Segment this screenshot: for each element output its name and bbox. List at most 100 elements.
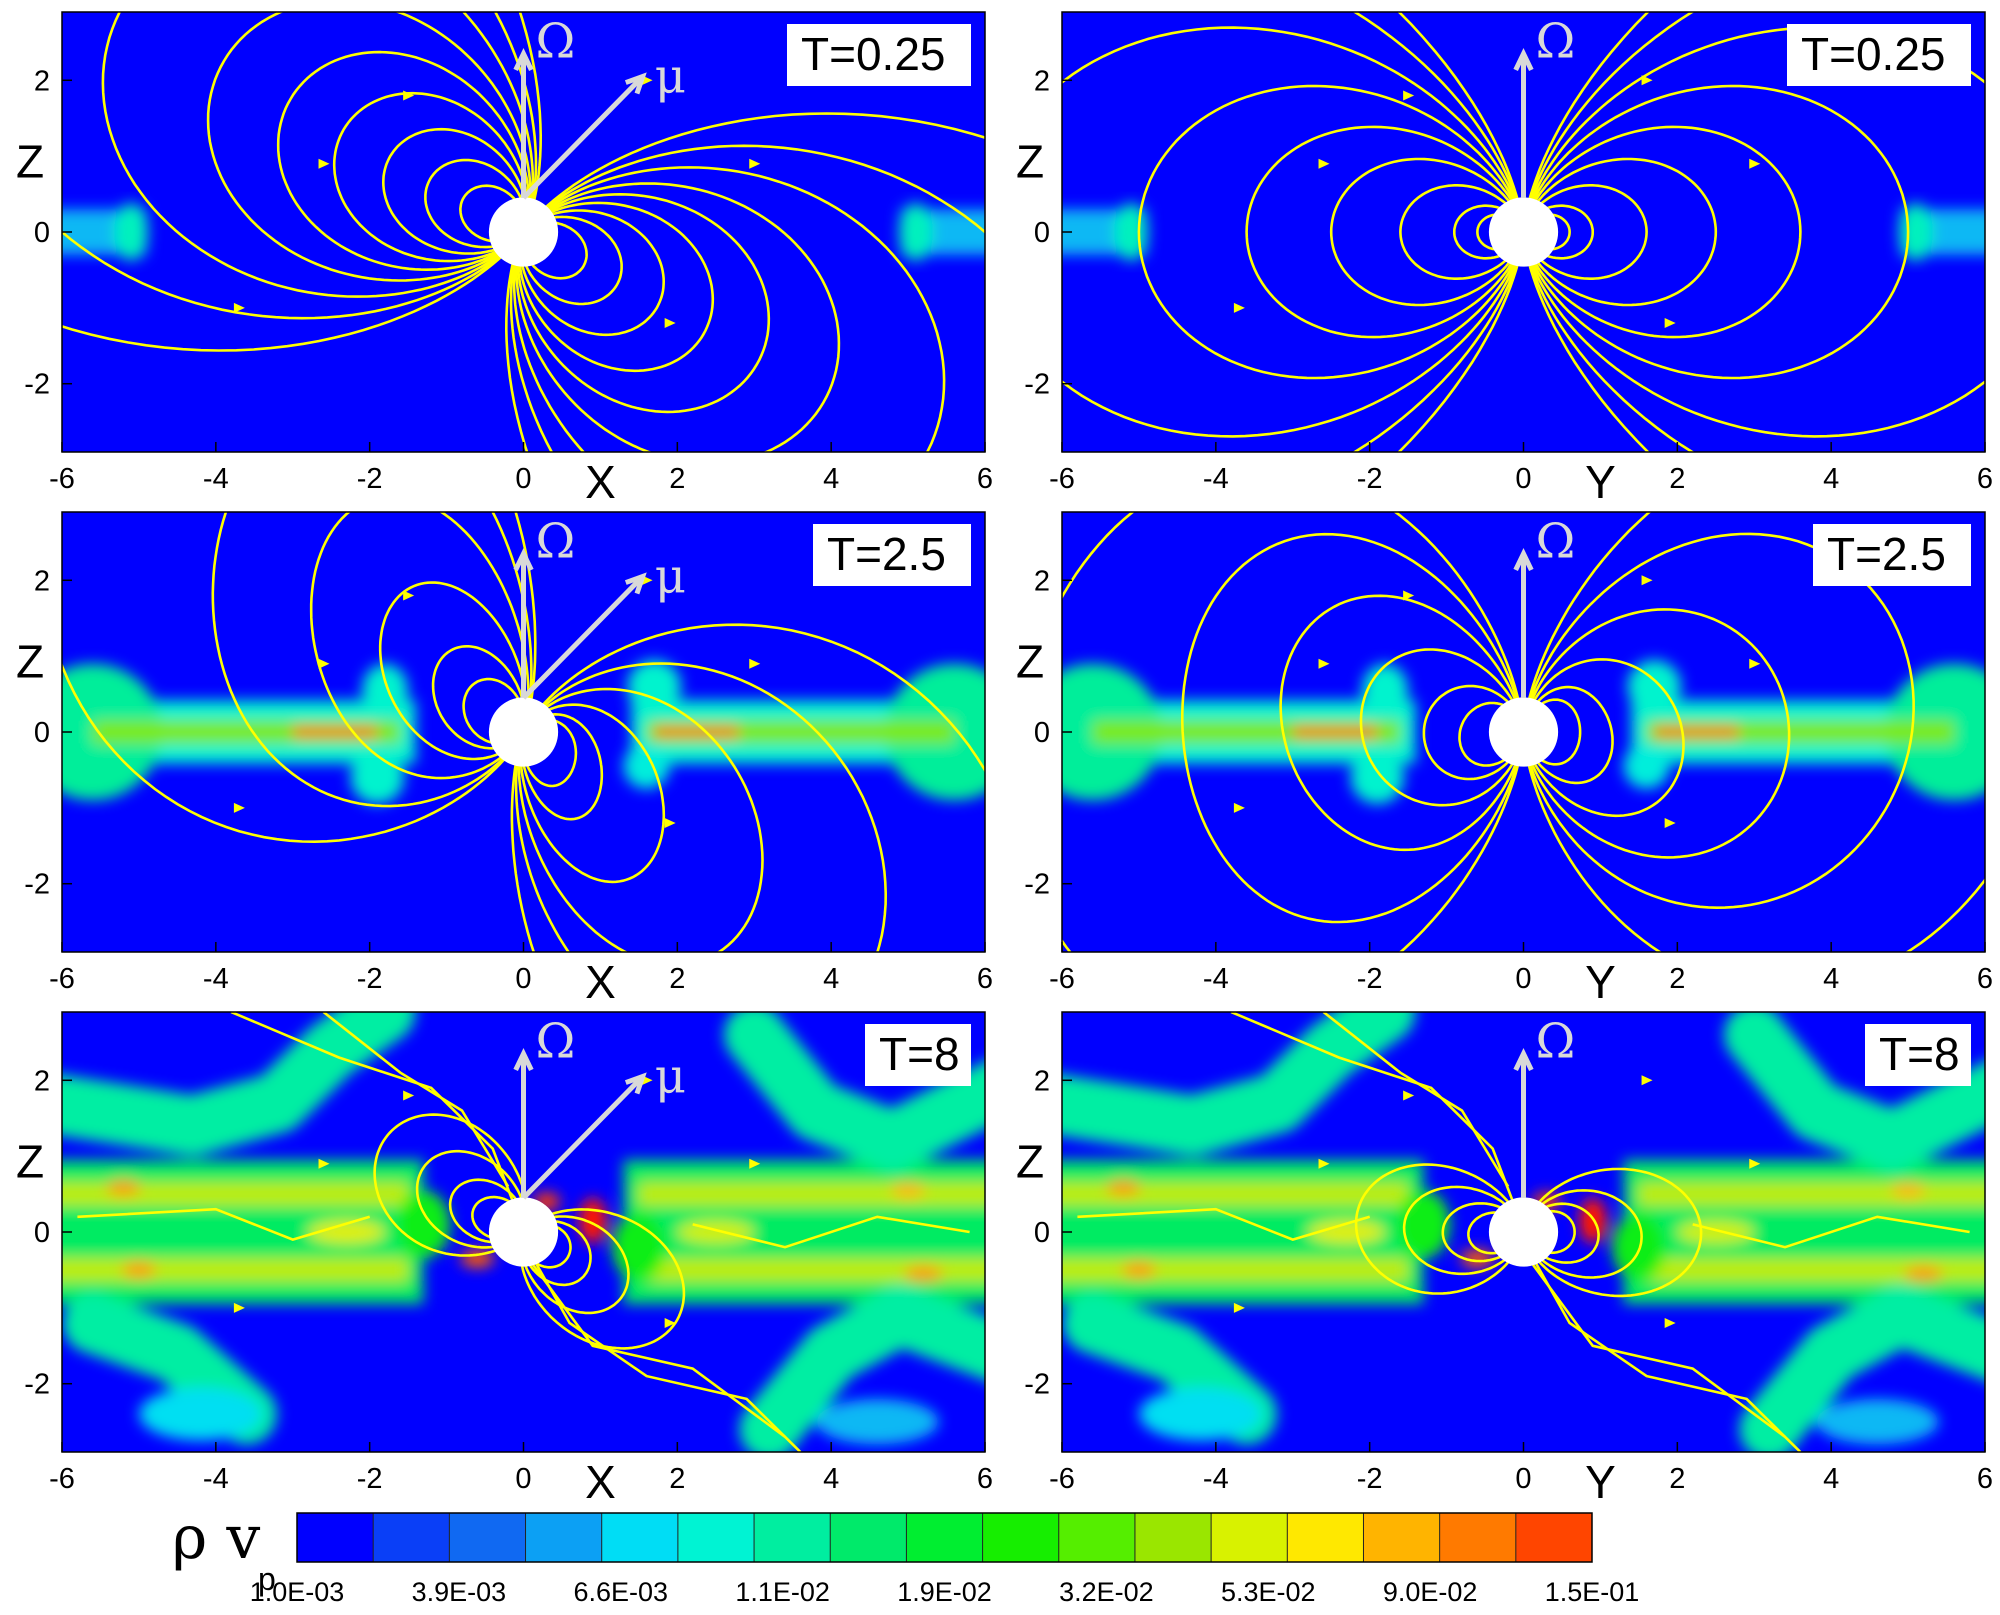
field-line <box>1692 1215 1970 1249</box>
disk-core-left <box>1092 720 1401 744</box>
field-arrowhead <box>749 158 761 169</box>
time-label-text: T=0.25 <box>801 28 946 80</box>
disk-inner-edge-left <box>1114 203 1149 261</box>
x-tick-label: -2 <box>357 463 383 495</box>
field-arrowhead <box>1403 1090 1415 1101</box>
y-tick-label: 2 <box>34 65 50 97</box>
x-tick-label: -6 <box>1049 1463 1075 1495</box>
y-tick-label: -2 <box>24 369 50 401</box>
time-label-box <box>1813 524 1971 586</box>
x-tick-label: -6 <box>49 963 75 995</box>
field-arrowhead <box>1318 1158 1330 1169</box>
x-axis-label: Y <box>1585 456 1616 508</box>
y-tick-label: 0 <box>1034 717 1050 749</box>
colorbar-tick-label: 5.3E-02 <box>1221 1577 1316 1607</box>
field-line <box>509 144 985 452</box>
disk-lower-left <box>1062 1258 1409 1282</box>
density-blob <box>677 1220 755 1244</box>
field-arrowhead <box>1664 1318 1676 1329</box>
disk-upper-left <box>1062 1182 1409 1206</box>
colorbar-tick-label: 1.5E-01 <box>1545 1577 1640 1607</box>
field-line <box>1230 1012 1518 1210</box>
density-blob <box>1815 1398 1939 1445</box>
colorbar-swatch <box>830 1513 907 1562</box>
time-label: T=8 <box>1865 1024 1971 1086</box>
time-label: T=0.25 <box>1787 24 1971 86</box>
time-label-text: T=8 <box>1879 1028 1960 1080</box>
field-line <box>77 1207 371 1241</box>
colorbar-tick-label: 1.0E-03 <box>250 1577 345 1607</box>
x-tick-label: 6 <box>977 963 993 995</box>
x-tick-label: 0 <box>515 963 531 995</box>
field-line <box>504 112 985 452</box>
field-line <box>518 201 715 373</box>
field-line <box>62 12 543 352</box>
field-line <box>62 512 537 844</box>
x-tick-label: -2 <box>1357 1463 1383 1495</box>
x-tick-label: -2 <box>357 963 383 995</box>
field-line <box>1354 1163 1525 1295</box>
omega-vector-head <box>1513 47 1534 72</box>
star <box>488 197 559 267</box>
disk-inner-edge-right <box>898 203 933 261</box>
density-blob <box>1138 1387 1262 1441</box>
field-line <box>1522 26 1985 438</box>
disk-upper-left <box>62 1182 409 1206</box>
y-axis-label: Z <box>1016 136 1044 188</box>
panel-middle-left: Ωμ T=2.5 -6 -4 -2 0 2 4 6 -2 0 2 X Z <box>16 511 993 1008</box>
field-arrowhead <box>1233 1302 1245 1313</box>
field-line <box>516 192 771 414</box>
density-blob <box>308 1220 386 1244</box>
colorbar-swatch <box>1515 1513 1593 1562</box>
colorbar-tick-label: 1.9E-02 <box>897 1577 992 1607</box>
omega-vector-label: Ω <box>536 514 576 570</box>
omega-vector-head <box>1513 1047 1534 1072</box>
disk-hot-left <box>292 726 378 738</box>
density-streamer <box>723 1012 985 1172</box>
field-line <box>1322 1012 1510 1188</box>
colorbar-tick-label: 3.2E-02 <box>1059 1577 1154 1607</box>
disk-upper-right <box>1638 1182 1985 1206</box>
density-field <box>62 1012 985 1452</box>
colorbar-swatch <box>525 1513 603 1562</box>
x-tick-label: -4 <box>203 463 229 495</box>
field-line <box>1062 26 1525 438</box>
colorbar-swatch <box>449 1513 527 1562</box>
mu-vector-shaft <box>521 1074 645 1200</box>
x-tick-label: 2 <box>1669 1463 1685 1495</box>
time-label-text: T=2.5 <box>1827 528 1946 580</box>
field-line <box>1522 658 1685 818</box>
field-arrows <box>1233 575 1761 829</box>
mu-vector-head <box>624 72 647 95</box>
mu-vector-label: μ <box>655 48 686 104</box>
colorbar-swatch <box>1363 1513 1441 1562</box>
omega-vector-label: Ω <box>536 1014 576 1070</box>
density-blob <box>361 663 409 717</box>
field-line <box>1522 84 1910 380</box>
mu-vector-shaft <box>521 74 645 200</box>
mu-vector-label: μ <box>655 548 686 604</box>
star <box>488 697 559 767</box>
colorbar-tick-label: 9.0E-02 <box>1383 1577 1478 1607</box>
density-blob <box>1460 1249 1495 1268</box>
density-blob <box>611 1213 666 1282</box>
density-blob <box>106 1180 141 1196</box>
time-label-box <box>1865 1024 1971 1086</box>
y-tick-label: 2 <box>1034 65 1050 97</box>
field-arrows <box>1233 1075 1761 1329</box>
field-line <box>519 209 666 337</box>
y-tick-label: 2 <box>34 1065 50 1097</box>
x-tick-label: -6 <box>49 463 75 495</box>
y-tick-label: -2 <box>1024 1369 1050 1401</box>
disk-lower-right <box>638 1258 985 1282</box>
x-tick-label: 6 <box>1977 463 1993 495</box>
panel-bottom-left: Ωμ T=8 -6 -4 -2 0 2 4 6 -2 0 2 X Z <box>16 1011 993 1508</box>
x-tick-label: -4 <box>1203 963 1229 995</box>
field-arrowhead <box>403 1090 415 1101</box>
x-tick-label: -6 <box>49 1463 75 1495</box>
field-line <box>1522 532 1915 910</box>
colorbar-swatch <box>1058 1513 1136 1562</box>
field-arrowhead <box>233 1302 245 1313</box>
y-axis-label: Z <box>1016 1136 1044 1188</box>
